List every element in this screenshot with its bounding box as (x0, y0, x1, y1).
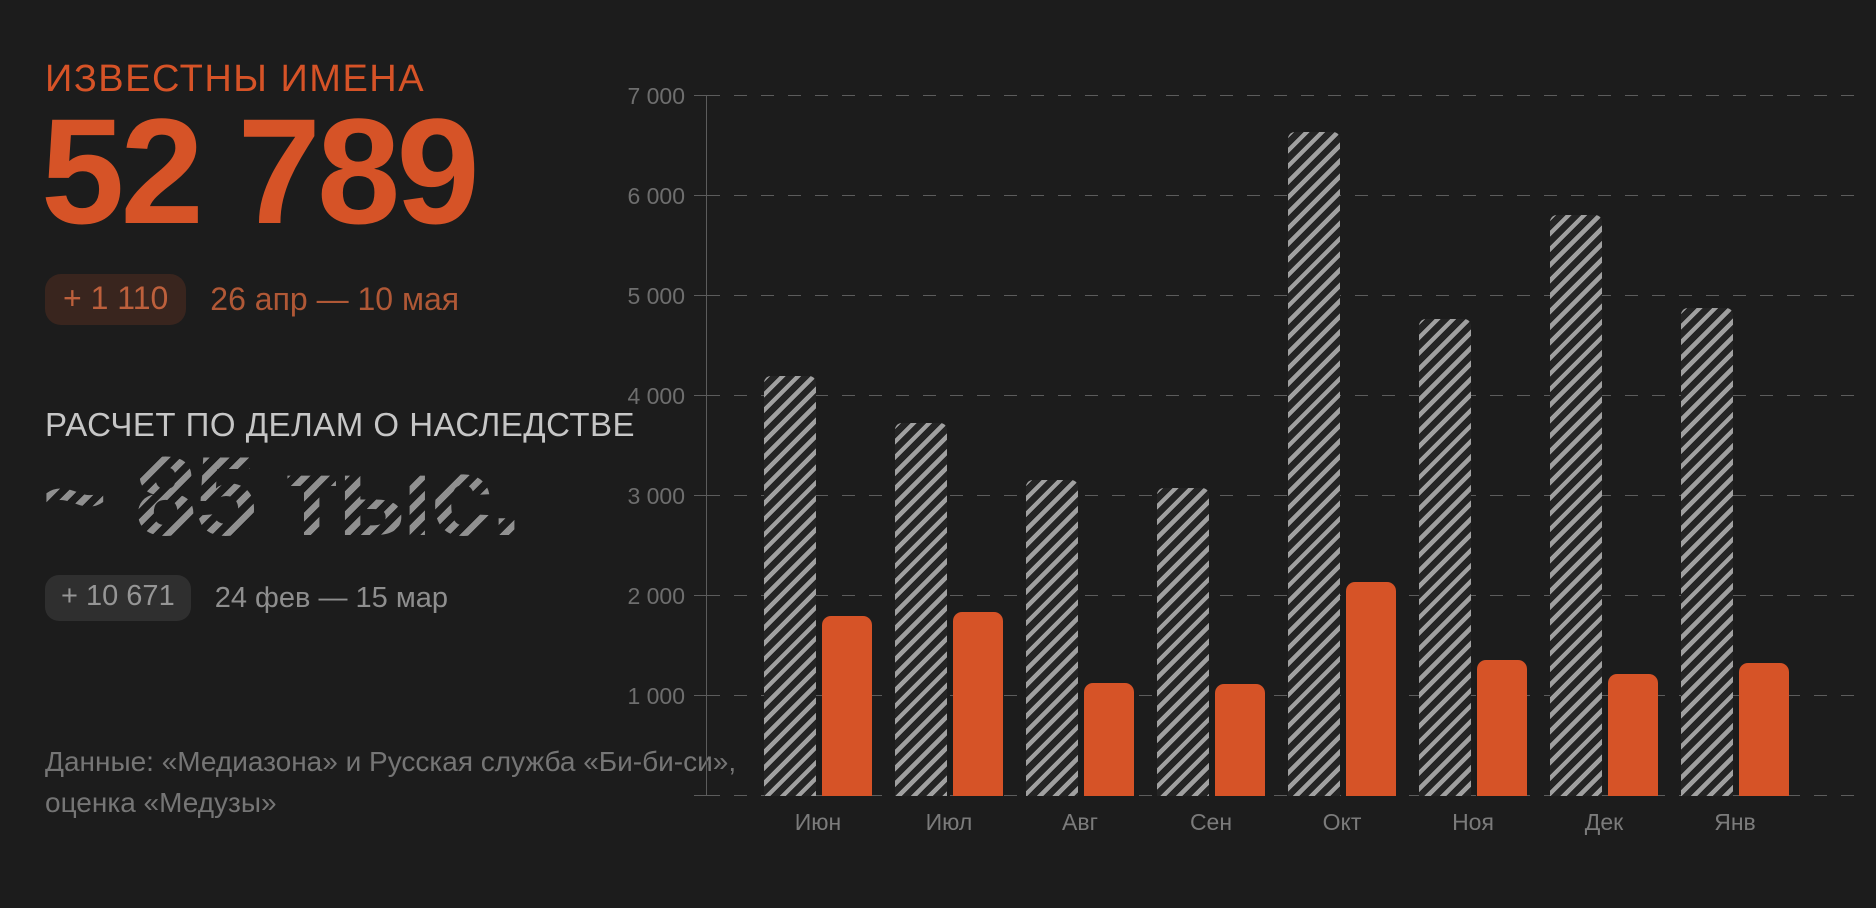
gridline-5000 (707, 295, 1855, 296)
bar-confirmed-names-Июн (822, 616, 872, 796)
bar-confirmed-names-Ноя (1477, 660, 1527, 796)
gridline-1000 (707, 695, 1855, 696)
bar-inheritance-estimate-Окт (1288, 132, 1340, 796)
data-source-line2: оценка «Медузы» (45, 786, 277, 818)
gridline-2000 (707, 595, 1855, 596)
axis-tick-2000 (694, 595, 707, 596)
bar-confirmed-names-Окт (1346, 582, 1396, 796)
bar-confirmed-names-Авг (1084, 683, 1134, 796)
axis-tick-1000 (694, 695, 707, 696)
inheritance-period: 24 фев — 15 мар (214, 581, 449, 614)
gridline-6000 (707, 195, 1855, 196)
bar-group-Июн: Июн (764, 96, 872, 835)
data-source-note: Данные: «Медиазона» и Русская служба «Би… (45, 742, 736, 823)
gridline-3000 (707, 495, 1855, 496)
y-axis-label-1000: 1 000 (627, 683, 685, 709)
month-label-Сен: Сен (1189, 809, 1233, 835)
bar-group-Июл: Июл (895, 96, 1003, 835)
known-names-total: 52 789 (41, 87, 480, 255)
inheritance-estimate: ~ 85 тыс. (42, 434, 522, 559)
bar-inheritance-estimate-Авг (1026, 480, 1078, 796)
bar-inheritance-estimate-Янв (1681, 308, 1733, 796)
bar-group-Авг: Авг (1026, 96, 1134, 835)
plot-area: Июн Июл Авг Сен Окт Ноя Дек Янв (694, 95, 1855, 835)
axis-tick-0 (694, 795, 707, 796)
month-label-Авг: Авг (1062, 809, 1098, 835)
known-names-delta-row: + 1 110 26 апр — 10 мая (45, 274, 459, 325)
month-label-Июл: Июл (925, 809, 973, 835)
bar-inheritance-estimate-Ноя (1419, 319, 1471, 796)
bar-inheritance-estimate-Июл (895, 423, 947, 796)
axis-tick-7000 (694, 95, 707, 96)
y-axis-label-6000: 6 000 (627, 183, 685, 209)
bar-group-Сен: Сен (1157, 96, 1265, 835)
y-axis-label-2000: 2 000 (627, 583, 685, 609)
month-label-Дек: Дек (1584, 809, 1624, 835)
bar-inheritance-estimate-Сен (1157, 488, 1209, 796)
bar-confirmed-names-Июл (953, 612, 1003, 796)
month-label-Ноя: Ноя (1452, 809, 1494, 835)
bar-group-Ноя: Ноя (1419, 96, 1527, 835)
bar-confirmed-names-Дек (1608, 674, 1658, 796)
month-label-Июн: Июн (794, 809, 842, 835)
bar-group-Окт: Окт (1288, 96, 1396, 835)
bar-inheritance-estimate-Июн (764, 376, 816, 796)
axis-tick-6000 (694, 195, 707, 196)
axis-tick-4000 (694, 395, 707, 396)
month-label-Янв: Янв (1714, 809, 1756, 835)
bar-chart: Июн Июл Авг Сен Окт Ноя Дек Янв 1 000 2 000 3 000… (600, 84, 1855, 835)
stats-panel: ИЗВЕСТНЫ ИМЕНА 52 789 + 1 110 26 апр — 1… (41, 0, 736, 908)
inheritance-delta-row: + 10 671 24 фев — 15 мар (45, 575, 448, 621)
inheritance-subtitle: РАСЧЕТ ПО ДЕЛАМ О НАСЛЕДСТВЕ (45, 406, 636, 443)
y-axis-label-5000: 5 000 (627, 283, 685, 309)
bar-group-Янв: Янв (1681, 96, 1789, 835)
known-names-title: ИЗВЕСТНЫ ИМЕНА (45, 58, 426, 100)
gridline-7000 (707, 95, 1855, 96)
bar-inheritance-estimate-Дек (1550, 215, 1602, 796)
y-axis-label-4000: 4 000 (627, 383, 685, 409)
y-axis-label-3000: 3 000 (627, 483, 685, 509)
inheritance-delta-badge: + 10 671 (45, 575, 191, 621)
gridline-4000 (707, 395, 1855, 396)
bar-group-Дек: Дек (1550, 96, 1658, 835)
bar-groups: Июн Июл Авг Сен Окт Ноя Дек Янв (707, 96, 1855, 835)
known-names-delta-badge: + 1 110 (45, 274, 187, 325)
gridline-0 (707, 795, 1855, 796)
y-axis-label-7000: 7 000 (627, 83, 685, 109)
month-label-Окт: Окт (1322, 809, 1362, 835)
bar-confirmed-names-Сен (1215, 684, 1265, 796)
data-source-line1: Данные: «Медиазона» и Русская служба «Би… (45, 746, 737, 777)
axis-tick-5000 (694, 295, 707, 296)
known-names-period: 26 апр — 10 мая (210, 281, 460, 317)
bar-confirmed-names-Янв (1739, 663, 1789, 796)
axis-tick-3000 (694, 495, 707, 496)
